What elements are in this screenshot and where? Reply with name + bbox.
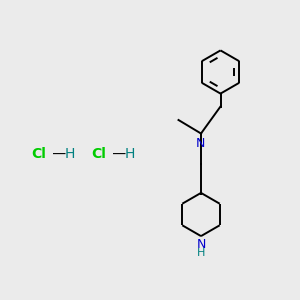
Text: N: N xyxy=(196,238,206,250)
Text: Cl: Cl xyxy=(92,148,106,161)
Text: H: H xyxy=(65,148,76,161)
Text: Cl: Cl xyxy=(32,148,46,161)
Text: —: — xyxy=(48,148,70,161)
Text: —: — xyxy=(108,148,130,161)
Text: N: N xyxy=(196,137,205,150)
Text: H: H xyxy=(125,148,136,161)
Text: H: H xyxy=(197,248,205,257)
